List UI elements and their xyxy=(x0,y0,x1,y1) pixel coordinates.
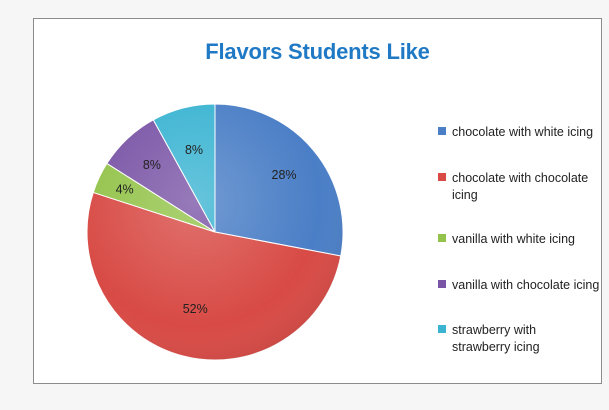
chart-title: Flavors Students Like xyxy=(205,39,430,64)
legend-label: chocolate with white icing xyxy=(452,125,594,139)
data-label-chocolate-with-white-icing: 28% xyxy=(272,168,297,182)
legend-label: vanilla with white icing xyxy=(452,232,575,246)
data-label-chocolate-with-chocolate-icing: 52% xyxy=(183,302,208,316)
data-label-vanilla-with-white-icing: 4% xyxy=(116,182,134,196)
legend-swatch xyxy=(438,234,446,242)
data-label-vanilla-with-chocolate-icing: 8% xyxy=(143,158,161,172)
legend-label: strawberry with strawberry icing xyxy=(452,323,540,354)
legend-swatch xyxy=(438,173,446,181)
data-label-strawberry-with-strawberry-icing: 8% xyxy=(185,143,203,157)
legend-label: vanilla with chocolate icing xyxy=(452,278,600,292)
chart-frame: Flavors Students Like 28% 52% 4% 8% 8% choco… xyxy=(33,18,602,384)
legend-swatch xyxy=(438,127,446,135)
legend-swatch xyxy=(438,280,446,288)
legend-swatch xyxy=(438,325,446,333)
legend-label: chocolate with chocolate icing xyxy=(452,171,589,202)
